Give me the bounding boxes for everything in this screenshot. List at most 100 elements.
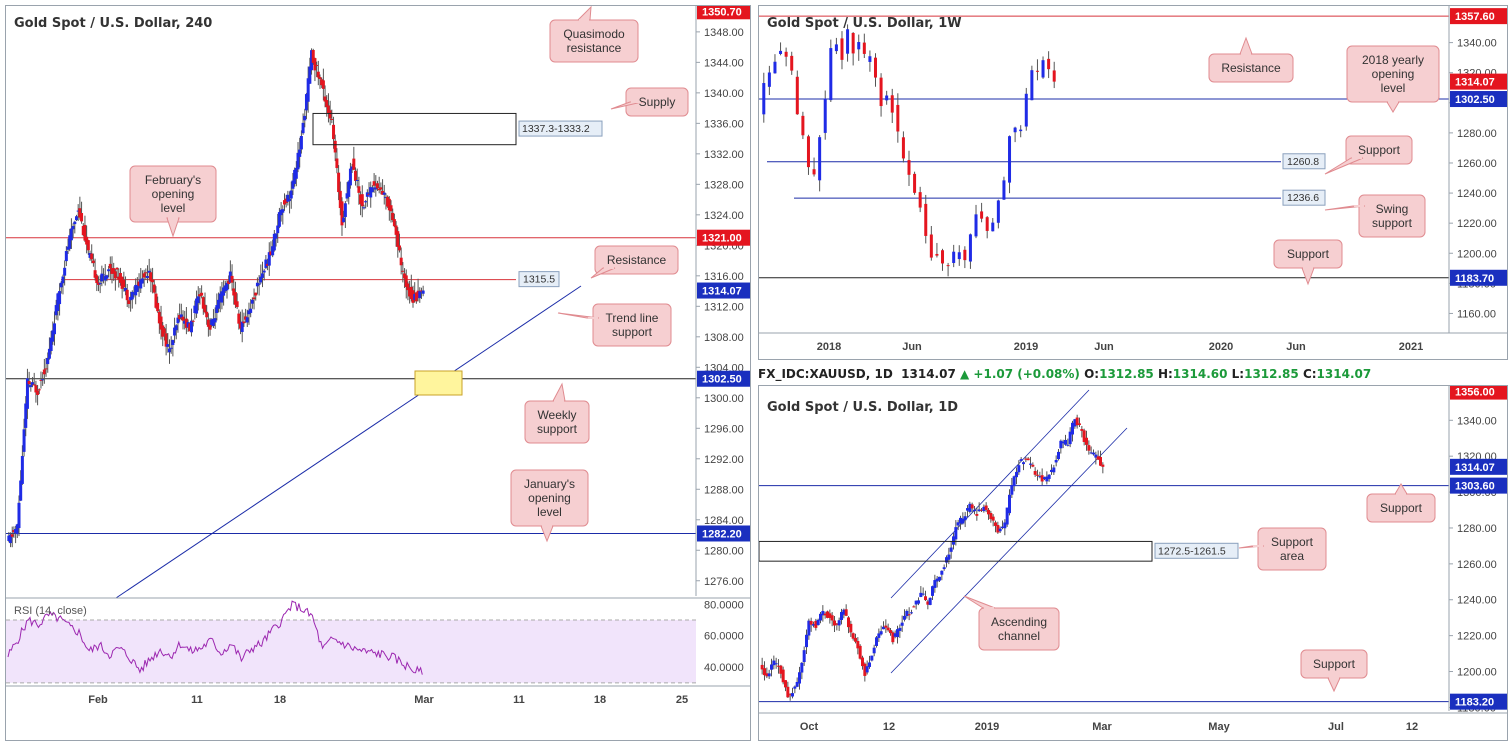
h4-candle-body <box>20 455 24 484</box>
h4-candle-body <box>159 316 163 330</box>
weekly-candle-body <box>873 57 877 78</box>
weekly-callout-support-text: Support <box>1358 143 1401 157</box>
h4-candle-body <box>409 286 413 300</box>
daily-candle-body <box>767 673 771 677</box>
weekly-x-tick-label: Jun <box>1094 341 1114 353</box>
daily-candle-body <box>765 673 769 677</box>
daily-candle-body <box>1029 463 1032 465</box>
h4-candle-body <box>162 328 166 334</box>
daily-candle-body <box>942 567 946 570</box>
daily-candle-body <box>917 600 920 604</box>
h4-candle-body <box>130 291 134 300</box>
weekly-chart-svg[interactable]: 1260.8 1236.6 Resistance 2018 yearlyopening… <box>759 6 1508 360</box>
h4-candle-body <box>120 276 124 289</box>
h4-callout-weekly-support-pointer <box>552 382 566 402</box>
rsi-y-tick-label: 40.0000 <box>704 662 744 674</box>
daily-candle-body <box>807 620 811 636</box>
daily-x-tick-label: Mar <box>1092 721 1112 733</box>
daily-y-tick-label: 1220.00 <box>1457 631 1497 643</box>
h4-candle-body <box>397 245 401 251</box>
daily-candle-body <box>1038 476 1042 478</box>
daily-candle-body <box>907 614 911 616</box>
daily-candle-body <box>1003 522 1007 529</box>
h4-rsi-pane: 80.0000 60.0000 40.0000 <box>6 597 750 684</box>
daily-candle-body <box>1057 451 1060 460</box>
h4-candle-body <box>386 196 390 207</box>
h4-candle-body <box>164 333 168 347</box>
h4-candle-body <box>418 291 422 299</box>
h4-candle-body <box>411 290 415 303</box>
h4-candle-body <box>69 228 73 241</box>
daily-candle-body <box>931 586 934 596</box>
daily-axis: 1340.001320.001300.001280.001260.001240.… <box>759 386 1507 733</box>
daily-x-tick-label: 2019 <box>975 721 999 733</box>
daily-candle-body <box>1096 456 1100 460</box>
daily-candle-body <box>786 686 790 698</box>
daily-chart-svg[interactable]: 1272.5-1261.5SupportSupportareaAscending… <box>759 386 1508 741</box>
daily-candle-body <box>1005 507 1009 525</box>
daily-candle-body <box>970 504 974 509</box>
h4-y-tick-label: 1280.00 <box>704 545 744 557</box>
h4-candle-body <box>22 429 26 452</box>
h4-price-tag <box>697 229 750 246</box>
h4-candle-body <box>83 224 87 241</box>
daily-candle-body <box>947 554 951 560</box>
daily-candle-body <box>1015 471 1018 478</box>
h4-candle-body <box>100 273 104 282</box>
daily-candle-body <box>1040 475 1044 482</box>
weekly-grid-and-lines <box>759 15 1449 279</box>
h4-candle-body <box>125 289 129 301</box>
h4-candle-body <box>112 268 116 274</box>
h4-candle-body <box>320 79 324 86</box>
daily-candle-body <box>889 630 892 634</box>
rsi-label: RSI (14, close) <box>14 605 87 617</box>
h4-candle-body <box>271 246 275 256</box>
h4-candle-body <box>142 273 146 278</box>
weekly-x-tick-label: 2019 <box>1014 341 1038 353</box>
daily-candle-body <box>940 570 944 575</box>
h4-price-tag <box>697 525 750 542</box>
h4-callout-resistance <box>594 245 679 275</box>
weekly-level-tag <box>1282 153 1326 170</box>
daily-candle-body <box>991 516 995 521</box>
h4-candle-body <box>266 263 270 266</box>
h4-y-tick-label: 1328.00 <box>704 179 744 191</box>
daily-candle-body <box>865 666 869 673</box>
daily-candle-body <box>982 506 986 512</box>
h4-candle-body <box>129 296 133 301</box>
h4-candle-body <box>416 290 420 298</box>
weekly-chart-panel[interactable]: 1260.8 1236.6 Resistance 2018 yearly opening… <box>758 5 1508 360</box>
daily-candle-body <box>998 528 1002 532</box>
weekly-callout-support-lower-pointer <box>1301 267 1315 286</box>
high-value: 1314.60 <box>1172 367 1228 381</box>
daily-x-tick-label: Jul <box>1328 721 1344 733</box>
h4-resistance-level-label: 1315.5 <box>523 274 555 286</box>
daily-candle-body <box>1087 445 1091 451</box>
daily-candle-body <box>1061 441 1065 444</box>
h4-y-tick-label: 1324.00 <box>704 210 744 222</box>
h4-callout-weekly-support-text: Weekly <box>537 408 576 422</box>
h4-candle-body <box>304 94 308 111</box>
daily-chart-panel[interactable]: 1272.5-1261.5 Support Support area Ascending… <box>758 385 1508 741</box>
h4-callout-quasimodo <box>549 19 639 63</box>
h4-candle-body <box>379 187 383 190</box>
daily-candle-body <box>919 592 923 597</box>
daily-y-tick-label: 1200.00 <box>1457 667 1497 679</box>
weekly-callout-swing-support-text: Swing <box>1376 202 1409 216</box>
h4-candle-body <box>151 279 155 283</box>
daily-candle-body <box>1017 465 1021 473</box>
h4-candle-body <box>403 273 407 279</box>
h4-chart-svg[interactable]: 80.0000 60.0000 40.0000 1337.3-1333.2 1315.… <box>6 6 751 741</box>
h4-y-tick-label: 1288.00 <box>704 484 744 496</box>
h4-price-tag-label: 1282.20 <box>702 528 742 540</box>
h4-candle-body <box>195 298 199 314</box>
h4-candle-body <box>74 216 78 221</box>
weekly-candle-body <box>907 160 911 175</box>
h4-candle-body <box>196 296 200 304</box>
weekly-price-tag <box>1450 73 1507 90</box>
h4-candle-body <box>340 201 344 226</box>
h4-y-tick-label: 1276.00 <box>704 576 744 588</box>
h4-candle-body <box>279 209 283 216</box>
h4-candle-body <box>316 71 320 78</box>
h4-chart-panel[interactable]: 80.0000 60.0000 40.0000 1337.3-1333.2 1315.… <box>5 5 751 741</box>
